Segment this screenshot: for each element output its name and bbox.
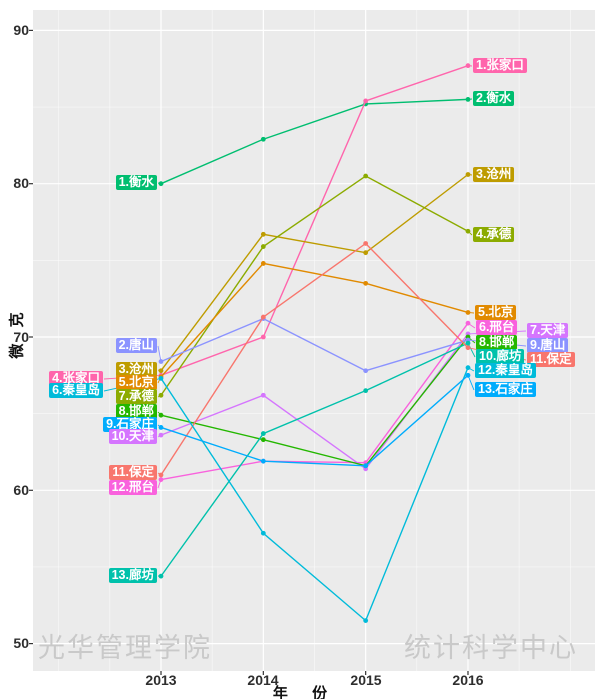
data-point-秦皇岛-2016 <box>465 365 471 371</box>
y-tick-90: 90 <box>13 22 29 38</box>
data-point-石家庄-2014 <box>260 458 266 464</box>
rank-label-2016-8-邯郸: 8.邯郸 <box>476 335 518 350</box>
y-tick-80: 80 <box>13 175 29 191</box>
series-line-沧州 <box>160 173 469 372</box>
series-line-唐山 <box>160 317 469 372</box>
x-tick-2015: 2015 <box>350 672 382 688</box>
rank-label-2016-12-秦皇岛: 12.秦皇岛 <box>475 363 536 378</box>
series-line-张家口 <box>160 64 469 376</box>
y-tick-50: 50 <box>13 635 29 651</box>
rank-label-2016-2-衡水: 2.衡水 <box>473 91 515 106</box>
rank-label-2013-2-唐山: 2.唐山 <box>115 338 157 353</box>
rank-label-2013-9-石家庄: 9.石家庄 <box>103 417 157 432</box>
data-point-承德-2015 <box>363 173 369 179</box>
data-point-保定-2014 <box>260 314 266 320</box>
data-point-石家庄-2015 <box>363 463 369 469</box>
data-point-邯郸-2013 <box>158 412 164 418</box>
data-point-保定-2015 <box>363 241 369 246</box>
data-point-廊坊-2014 <box>260 431 266 436</box>
data-point-沧州-2013 <box>158 368 164 374</box>
rank-label-2016-3-沧州: 3.沧州 <box>473 167 515 182</box>
data-point-张家口-2015 <box>363 98 369 104</box>
watermark-right: 统计科学中心 <box>404 633 578 663</box>
rank-label-2016-11-保定: 11.保定 <box>527 352 575 367</box>
x-tick-2013: 2013 <box>145 672 177 688</box>
data-point-唐山-2013 <box>158 359 164 364</box>
data-point-秦皇岛-2014 <box>260 530 266 536</box>
data-point-廊坊-2013 <box>158 573 164 579</box>
data-point-承德-2016 <box>465 228 471 234</box>
data-point-北京-2014 <box>260 261 266 266</box>
rank-label-2013-6-秦皇岛: 6.秦皇岛 <box>49 383 103 398</box>
data-point-北京-2015 <box>363 280 369 286</box>
data-point-天津-2014 <box>260 392 266 398</box>
label-connector-left <box>157 345 162 362</box>
rank-label-2013-1-衡水: 1.衡水 <box>115 175 157 190</box>
series-line-廊坊 <box>160 342 469 577</box>
y-tick-70: 70 <box>13 329 29 345</box>
data-point-保定-2016 <box>465 345 471 351</box>
data-point-北京-2016 <box>465 310 471 315</box>
y-axis-title: 微 克 <box>8 306 26 359</box>
x-tick-2014: 2014 <box>247 672 279 688</box>
rank-label-2013-12-邢台: 12.邢台 <box>108 480 157 495</box>
data-point-衡水-2013 <box>158 181 164 187</box>
series-line-秦皇岛 <box>160 367 469 622</box>
rank-label-2013-13-廊坊: 13.廊坊 <box>108 568 157 583</box>
data-point-保定-2013 <box>158 472 164 478</box>
data-point-张家口-2014 <box>260 334 266 340</box>
rank-label-2016-13-石家庄: 13.石家庄 <box>475 382 536 397</box>
x-tick-2016: 2016 <box>452 672 484 688</box>
rank-label-2016-6-邢台: 6.邢台 <box>476 320 518 335</box>
data-point-唐山-2015 <box>363 368 369 374</box>
data-point-秦皇岛-2015 <box>363 618 369 624</box>
rank-label-2016-1-张家口: 1.张家口 <box>473 58 527 73</box>
data-point-张家口-2016 <box>465 63 471 69</box>
rank-label-2016-4-承德: 4.承德 <box>473 227 515 242</box>
rank-label-2013-11-保定: 11.保定 <box>109 465 157 480</box>
rank-label-2016-5-北京: 5.北京 <box>475 305 517 320</box>
rank-label-2013-8-邯郸: 8.邯郸 <box>115 404 157 419</box>
rank-label-2016-7-天津: 7.天津 <box>527 323 569 338</box>
watermark-left: 光华管理学院 <box>38 633 212 663</box>
data-point-邯郸-2014 <box>260 437 266 443</box>
x-axis-title: 年 份 <box>272 685 338 699</box>
data-point-承德-2013 <box>158 392 164 398</box>
series-line-邢台 <box>160 322 469 481</box>
series-line-邯郸 <box>160 336 469 467</box>
data-point-沧州-2015 <box>363 250 369 256</box>
rank-label-2013-10-天津: 10.天津 <box>108 429 157 444</box>
data-point-邢台-2013 <box>158 477 164 482</box>
data-point-廊坊-2016 <box>465 340 471 346</box>
data-point-石家庄-2013 <box>158 425 164 430</box>
rank-label-2013-5-北京: 5.北京 <box>115 375 157 390</box>
rank-label-2016-10-廊坊: 10.廊坊 <box>476 349 525 364</box>
rank-label-2013-3-沧州: 3.沧州 <box>115 362 157 377</box>
label-connector-right <box>467 375 475 391</box>
rank-label-2016-9-唐山: 9.唐山 <box>527 338 569 353</box>
y-tick-60: 60 <box>13 482 29 498</box>
series-line-衡水 <box>160 98 469 185</box>
series-line-石家庄 <box>160 374 469 467</box>
rank-label-2013-4-张家口: 4.张家口 <box>49 371 103 386</box>
series-line-北京 <box>160 262 469 378</box>
data-point-邢台-2016 <box>465 320 471 326</box>
rank-label-2013-7-承德: 7.承德 <box>115 389 157 404</box>
data-point-天津-2013 <box>158 432 164 438</box>
data-point-承德-2014 <box>260 244 266 249</box>
data-point-石家庄-2016 <box>465 372 471 378</box>
series-line-保定 <box>160 242 469 476</box>
data-point-衡水-2014 <box>260 136 266 142</box>
data-point-廊坊-2015 <box>363 388 369 394</box>
data-point-沧州-2016 <box>465 172 471 177</box>
data-point-沧州-2014 <box>260 231 266 237</box>
label-connector-right <box>467 342 476 358</box>
data-point-秦皇岛-2013 <box>158 375 164 381</box>
data-point-衡水-2016 <box>465 96 471 102</box>
